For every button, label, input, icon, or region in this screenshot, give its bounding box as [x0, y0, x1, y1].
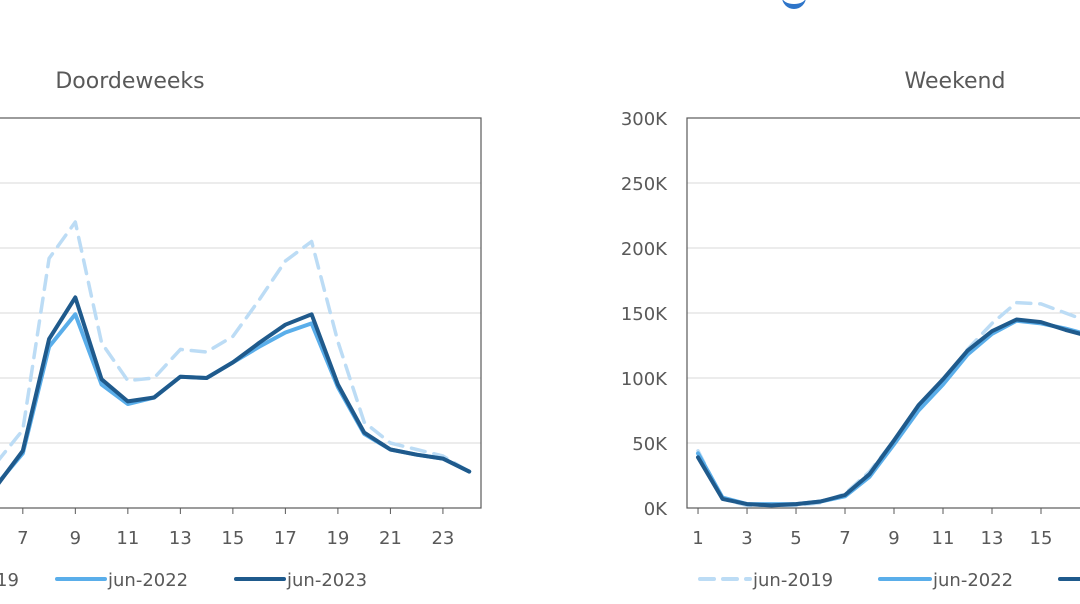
- legend-label: jun-2019: [752, 570, 833, 591]
- x-tick-label: 15: [221, 528, 244, 549]
- series-line-jun-2023: [696, 317, 1080, 508]
- legend-label: 19: [0, 570, 19, 591]
- y-tick-label: 50K: [632, 434, 668, 455]
- page-title-fragment: [782, 0, 806, 9]
- x-tick-label: 13: [981, 528, 1004, 549]
- chart-panel: Doordeweeks 7 9 11 13 15 17 19 21 23 19 jun-2022 jun…: [0, 69, 482, 591]
- series-line-jun-2023: [0, 295, 472, 485]
- y-tick-label: 150K: [621, 304, 668, 325]
- plot-frame: [686, 117, 1080, 509]
- x-tick-label: 21: [379, 528, 402, 549]
- x-tick-label: 11: [116, 528, 139, 549]
- series-line-jun-2022: [696, 318, 1080, 507]
- x-tick-label: 17: [274, 528, 297, 549]
- x-tick-label: 19: [326, 528, 349, 549]
- x-tick-label: 5: [790, 528, 801, 549]
- series-line-jun-2019: [0, 220, 471, 474]
- x-tick-label: 9: [888, 528, 899, 549]
- x-tick-label: 23: [431, 528, 454, 549]
- chart-title: Doordeweeks: [55, 69, 204, 94]
- x-tick-label: 3: [741, 528, 752, 549]
- y-tick-label: 250K: [621, 174, 668, 195]
- x-tick-label: 1: [692, 528, 703, 549]
- x-tick-label: 9: [70, 528, 81, 549]
- y-tick-label: 100K: [621, 369, 668, 390]
- series-line-jun-2022: [0, 312, 472, 484]
- y-tick-label: 0K: [644, 499, 668, 520]
- x-tick-label: 7: [17, 528, 28, 549]
- x-tick-label: 11: [932, 528, 955, 549]
- x-tick-label: 13: [169, 528, 192, 549]
- y-tick-label: 200K: [621, 239, 668, 260]
- plot-frame: [0, 117, 482, 509]
- series-line-jun-2019: [696, 300, 1080, 508]
- y-tick-label: 300K: [621, 109, 668, 130]
- x-tick-label: 7: [839, 528, 850, 549]
- x-tick-label: 15: [1030, 528, 1053, 549]
- legend-label: jun-2022: [107, 570, 188, 591]
- chart-title: Weekend: [905, 69, 1006, 94]
- legend-label: jun-2022: [932, 570, 1013, 591]
- legend-label: jun-2023: [286, 570, 367, 591]
